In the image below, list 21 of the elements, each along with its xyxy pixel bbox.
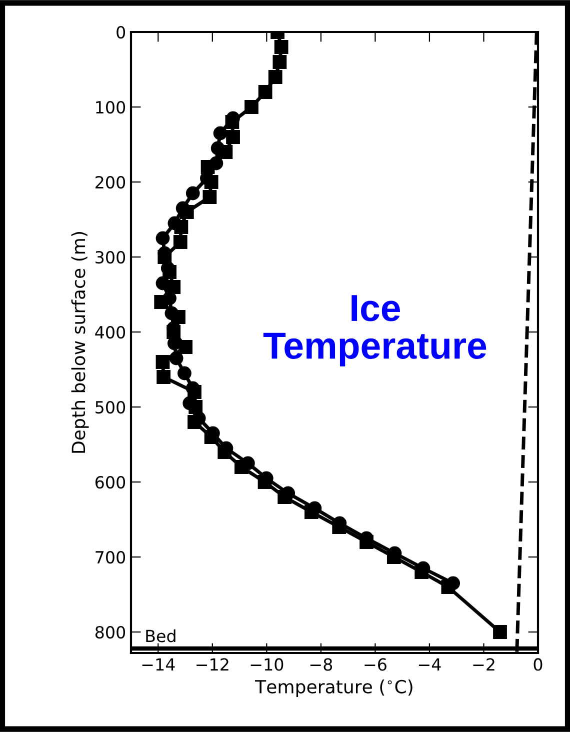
y-tick-label: 200 xyxy=(96,176,126,189)
y-tick-label: 700 xyxy=(96,550,126,564)
y-tick-label: 600 xyxy=(95,476,126,489)
y-tick-label: 500 xyxy=(96,400,126,414)
y-tick-label: 800 xyxy=(95,626,126,639)
y-axis-title: Depth below surface (m) xyxy=(71,232,89,453)
annotation: Ice Temperature xyxy=(263,295,486,366)
y-tick-label: 400 xyxy=(95,326,126,339)
x-tick-label: −10 xyxy=(250,658,284,671)
x-tick-label: −2 xyxy=(473,658,494,671)
y-tick-label: 300 xyxy=(96,250,126,264)
x-axis-title: Temperature ($^{∘}$C) xyxy=(255,680,412,697)
x-tick-label: −4 xyxy=(418,658,441,671)
x-tick-label: −14 xyxy=(142,658,175,671)
x-tick-label: −8 xyxy=(310,658,332,671)
y-tick-label: 0 xyxy=(116,26,126,39)
x-tick-label: 0 xyxy=(534,658,542,671)
x-tick-label: −12 xyxy=(196,658,228,671)
ref-line-label: Bed xyxy=(146,629,176,642)
x-tick-label: −6 xyxy=(364,658,386,671)
y-tick-label: 100 xyxy=(96,100,126,114)
